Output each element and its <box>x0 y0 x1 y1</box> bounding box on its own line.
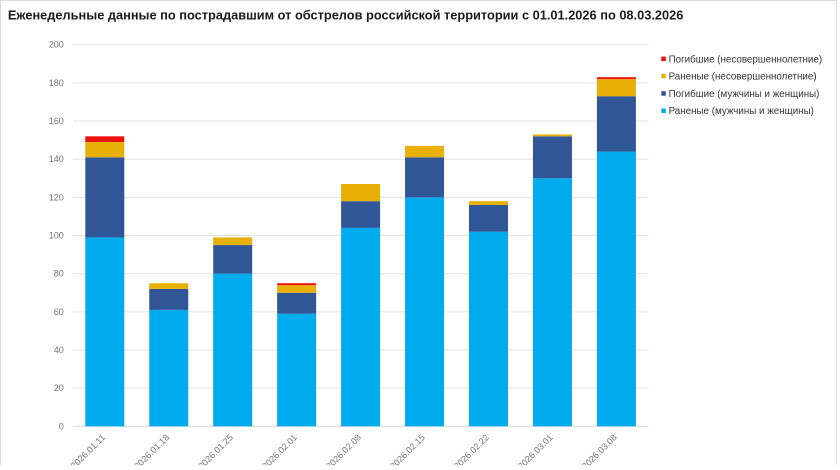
svg-text:Погибшие (мужчины и женщины): Погибшие (мужчины и женщины) <box>669 89 820 100</box>
svg-text:180: 180 <box>49 78 64 88</box>
svg-text:120: 120 <box>49 192 64 202</box>
svg-text:140: 140 <box>49 154 64 164</box>
svg-text:160: 160 <box>49 116 64 126</box>
svg-text:0: 0 <box>59 421 64 431</box>
svg-text:80: 80 <box>54 269 64 279</box>
svg-text:Раненые (несовершеннолетние): Раненые (несовершеннолетние) <box>669 72 817 83</box>
svg-text:100: 100 <box>49 230 64 240</box>
svg-text:20: 20 <box>54 383 64 393</box>
svg-text:40: 40 <box>54 345 64 355</box>
svg-text:200: 200 <box>49 40 64 50</box>
svg-text:60: 60 <box>54 307 64 317</box>
svg-text:Погибшие (несовершеннолетние): Погибшие (несовершеннолетние) <box>669 54 823 65</box>
svg-text:Раненые (мужчины и женщины): Раненые (мужчины и женщины) <box>669 106 814 117</box>
svg-text:Еженедельные данные по пострад: Еженедельные данные по пострадавшим от о… <box>8 8 683 23</box>
